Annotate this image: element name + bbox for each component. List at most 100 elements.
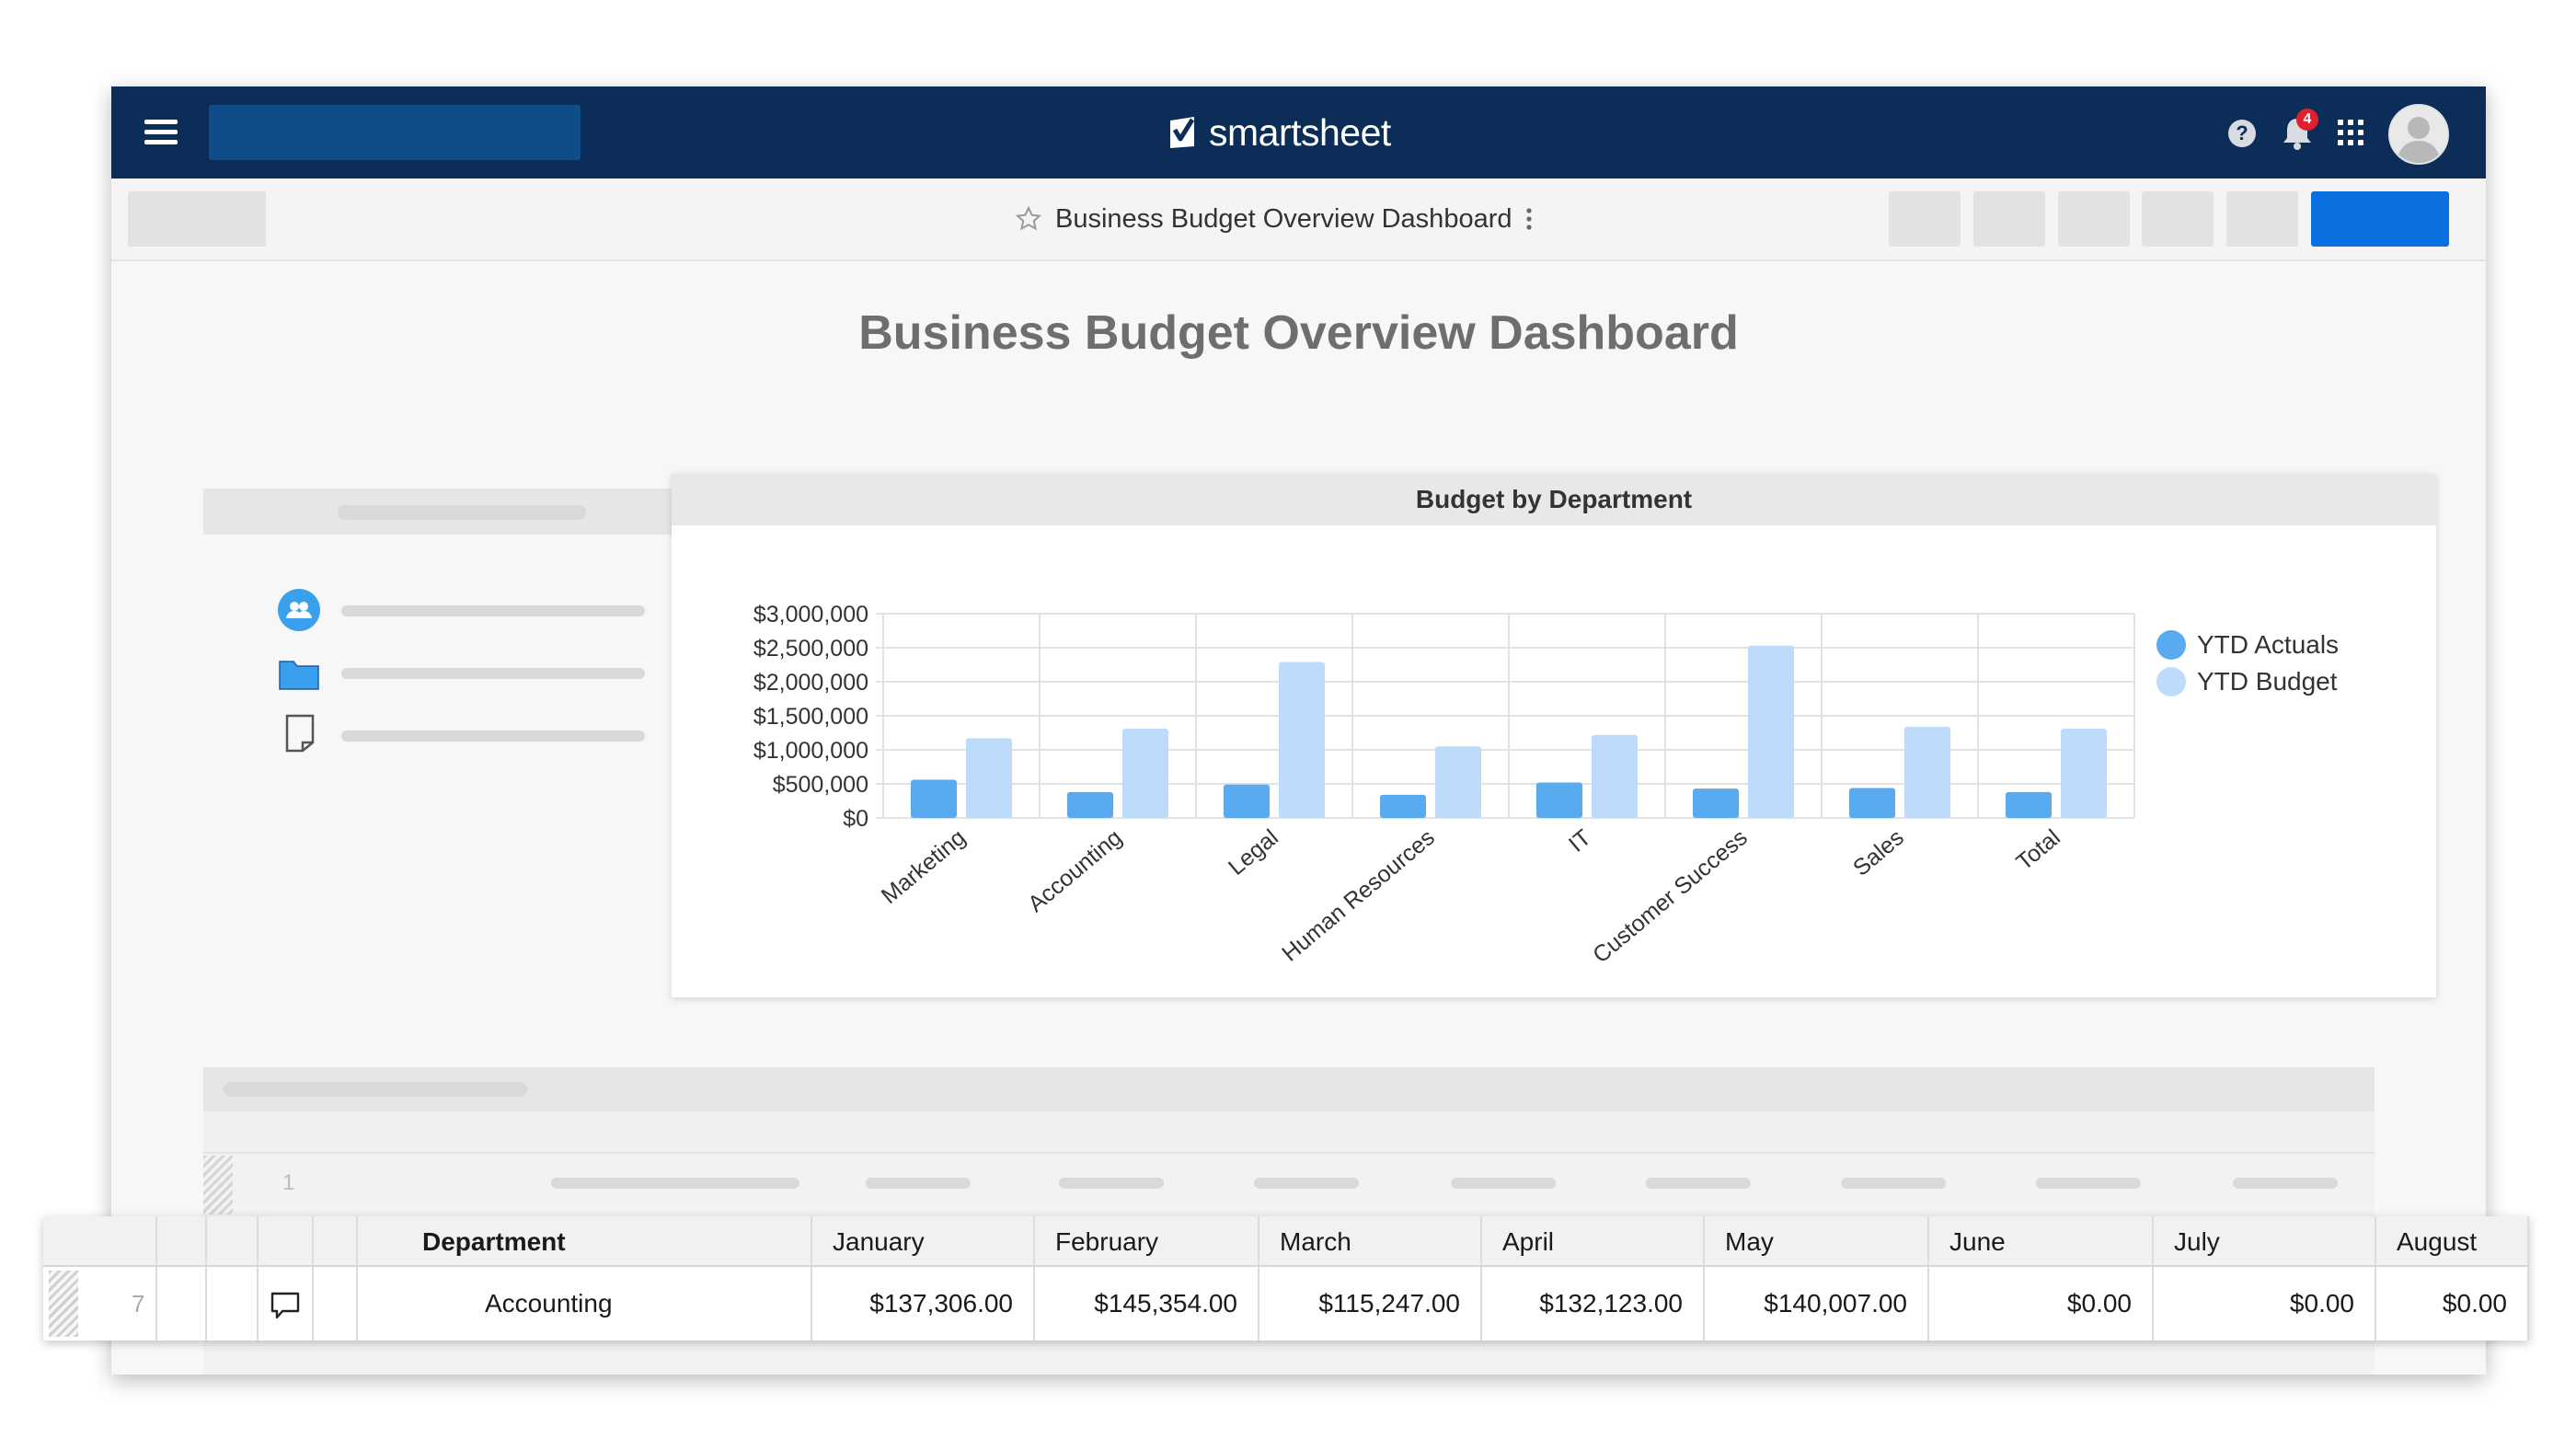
cell-march[interactable]: $115,247.00 xyxy=(1259,1267,1482,1341)
smartsheet-logo-icon xyxy=(1170,117,1195,148)
x-tick-label: Sales xyxy=(1848,824,1909,881)
utility-column-header xyxy=(157,1216,207,1267)
dashboard-title: Business Budget Overview Dashboard xyxy=(858,306,1739,360)
document-title: Business Budget Overview Dashboard xyxy=(1055,203,1512,234)
cell-february[interactable]: $145,354.00 xyxy=(1035,1267,1259,1341)
top-nav-bar: smartsheet ? 4 xyxy=(111,86,2486,178)
y-tick-label: $2,500,000 xyxy=(753,636,868,662)
legend-marker xyxy=(2156,630,2186,660)
share-button[interactable] xyxy=(2311,191,2449,247)
cell-april[interactable]: $132,123.00 xyxy=(1482,1267,1705,1341)
bar-ytd-budget xyxy=(2061,729,2107,818)
column-header-august[interactable]: August xyxy=(2376,1216,2529,1267)
search-input[interactable] xyxy=(209,105,581,160)
document-title-group: Business Budget Overview Dashboard xyxy=(1015,201,1534,237)
bar-ytd-actuals xyxy=(1380,794,1426,818)
bar-ytd-actuals xyxy=(1224,784,1270,818)
utility-column-header xyxy=(207,1216,259,1267)
row-drag-handle[interactable] xyxy=(49,1271,78,1337)
bar-ytd-budget xyxy=(1279,662,1325,818)
bar-ytd-actuals xyxy=(1849,788,1895,818)
utility-column-header xyxy=(314,1216,358,1267)
legend-label: YTD Actuals xyxy=(2197,630,2339,659)
ghost-row-number-1: 1 xyxy=(282,1170,295,1195)
row-number: 7 xyxy=(43,1267,157,1341)
column-header-may[interactable]: May xyxy=(1705,1216,1929,1267)
column-header-department[interactable]: Department xyxy=(358,1216,812,1267)
column-header-april[interactable]: April xyxy=(1482,1216,1705,1267)
back-button-placeholder[interactable] xyxy=(128,191,266,247)
column-header-february[interactable]: February xyxy=(1035,1216,1259,1267)
sheet-row-overlay: 7 Department Accounting January $137,306.00 F… xyxy=(43,1216,2529,1341)
x-tick-label: Customer Success xyxy=(1588,824,1753,968)
folder-icon[interactable] xyxy=(279,657,319,690)
cell-january[interactable]: $137,306.00 xyxy=(812,1267,1035,1341)
smartsheet-logo[interactable]: smartsheet xyxy=(1168,107,1391,158)
chart-title: Budget by Department xyxy=(672,474,2436,525)
x-tick-label: Legal xyxy=(1224,824,1283,880)
cell-august[interactable]: $0.00 xyxy=(2376,1267,2529,1341)
y-tick-label: $3,000,000 xyxy=(753,602,868,627)
bar-ytd-budget xyxy=(1904,726,1950,818)
document-icon[interactable] xyxy=(284,714,316,753)
comment-cell[interactable] xyxy=(259,1267,314,1341)
x-tick-label: Marketing xyxy=(877,824,971,909)
legend-marker xyxy=(2156,667,2186,696)
user-avatar[interactable] xyxy=(2388,104,2449,165)
toolbar-button-2[interactable] xyxy=(1973,191,2045,247)
notification-count-badge: 4 xyxy=(2296,109,2318,131)
x-tick-label: Human Resources xyxy=(1277,824,1440,967)
bar-ytd-actuals xyxy=(1067,791,1113,818)
brand-name: smartsheet xyxy=(1209,110,1391,154)
bar-ytd-budget xyxy=(1122,729,1168,818)
legend-label: YTD Budget xyxy=(2197,667,2338,696)
app-window: smartsheet ? 4 Business Budget Overview … xyxy=(111,86,2486,1375)
row-number-label: 7 xyxy=(132,1290,145,1318)
x-tick-label: Accounting xyxy=(1023,824,1127,917)
column-header-july[interactable]: July xyxy=(2154,1216,2376,1267)
x-tick-label: Total xyxy=(2011,824,2064,875)
apps-grid-icon[interactable] xyxy=(2338,120,2363,145)
attachment-cell[interactable] xyxy=(157,1267,207,1341)
proof-cell[interactable] xyxy=(207,1267,259,1341)
bar-chart: $0 $500,000 $1,000,000 $1,500,000 $2,000,000… xyxy=(753,602,2339,968)
favorite-star-icon[interactable] xyxy=(1015,205,1042,233)
comment-icon[interactable] xyxy=(270,1291,301,1320)
y-tick-label: $0 xyxy=(843,806,868,832)
cell-july[interactable]: $0.00 xyxy=(2154,1267,2376,1341)
shortcut-widget-header xyxy=(203,489,693,535)
bar-ytd-budget xyxy=(966,738,1012,818)
shortcut-label-1 xyxy=(341,605,645,616)
secondary-toolbar: Business Budget Overview Dashboard xyxy=(111,178,2486,261)
x-tick-label: IT xyxy=(1564,824,1596,857)
bar-ytd-budget xyxy=(1435,746,1481,818)
sheet-widget-header xyxy=(203,1067,2375,1111)
cell-department[interactable]: Accounting xyxy=(358,1267,812,1341)
column-header-march[interactable]: March xyxy=(1259,1216,1482,1267)
utility-column-header xyxy=(259,1216,314,1267)
contacts-icon[interactable] xyxy=(277,588,321,632)
bar-ytd-actuals xyxy=(911,779,957,818)
more-options-icon[interactable] xyxy=(1524,205,1534,233)
bar-ytd-budget xyxy=(1592,734,1638,818)
toolbar-button-5[interactable] xyxy=(2226,191,2298,247)
help-icon[interactable]: ? xyxy=(2228,120,2256,147)
toolbar-button-3[interactable] xyxy=(2058,191,2130,247)
toolbar-button-4[interactable] xyxy=(2142,191,2214,247)
column-header-june[interactable]: June xyxy=(1929,1216,2154,1267)
user-silhouette-icon xyxy=(2397,117,2441,163)
cell-may[interactable]: $140,007.00 xyxy=(1705,1267,1929,1341)
shortcut-label-2 xyxy=(341,668,645,679)
bar-ytd-budget xyxy=(1748,645,1794,818)
toolbar-button-1[interactable] xyxy=(1889,191,1961,247)
bar-ytd-actuals xyxy=(2006,791,2052,818)
row-action-cell[interactable] xyxy=(314,1267,358,1341)
column-header-january[interactable]: January xyxy=(812,1216,1035,1267)
cell-june[interactable]: $0.00 xyxy=(1929,1267,2154,1341)
menu-icon[interactable] xyxy=(144,120,178,145)
y-tick-label: $2,000,000 xyxy=(753,670,868,696)
bar-ytd-actuals xyxy=(1693,788,1739,818)
chart-widget: Budget by Department $0 $500,000 $1,000,00… xyxy=(672,474,2436,997)
shortcut-label-3 xyxy=(341,731,645,742)
y-tick-label: $1,000,000 xyxy=(753,738,868,764)
